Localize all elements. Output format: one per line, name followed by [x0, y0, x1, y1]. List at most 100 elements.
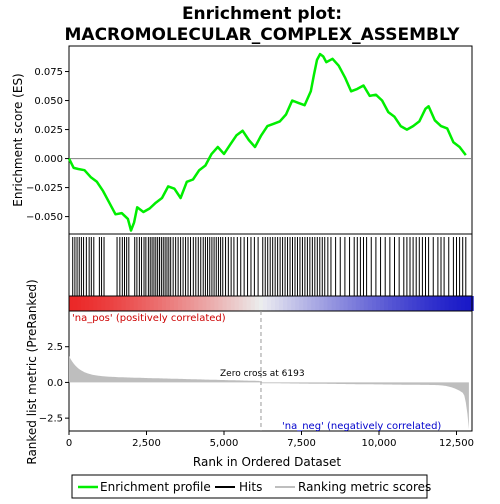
gradient-cell	[416, 296, 422, 311]
gradient-cell	[456, 296, 462, 311]
gradient-cell	[105, 296, 111, 311]
neg-correlated-label: 'na_neg' (negatively correlated)	[282, 421, 441, 432]
gradient-cell	[137, 296, 143, 311]
gradient-cell	[303, 296, 309, 311]
gradient-cell	[275, 296, 280, 311]
gradient-cell	[464, 296, 470, 311]
gradient-cell	[85, 296, 90, 311]
chart-title-line2: MACROMOLECULAR_COMPLEX_ASSEMBLY	[65, 25, 461, 45]
gradient-cell	[121, 296, 127, 311]
gradient-cell	[133, 296, 139, 311]
gradient-cell	[327, 296, 333, 311]
gradient-cell	[170, 296, 175, 311]
gradient-cell	[178, 296, 183, 311]
gradient-cell	[266, 296, 272, 311]
x-tick-label: 12,500	[439, 438, 474, 449]
chart-title-line1: Enrichment plot:	[182, 4, 342, 24]
gradient-cell	[113, 296, 119, 311]
gradient-cell	[153, 296, 159, 311]
gradient-cell	[295, 296, 300, 311]
gradient-cell	[376, 296, 381, 311]
gradient-cell	[283, 296, 288, 311]
gradient-cell	[363, 296, 369, 311]
metric-tick-label: −2.5	[39, 414, 63, 425]
x-tick-label: 10,000	[362, 438, 397, 449]
gradient-cell	[149, 296, 155, 311]
gradient-cell	[355, 296, 361, 311]
gradient-cell	[339, 296, 345, 311]
x-tick-label: 2,500	[132, 438, 161, 449]
gradient-cell	[367, 296, 373, 311]
gradient-cell	[359, 296, 365, 311]
gradient-cell	[396, 296, 401, 311]
gradient-cell	[420, 296, 426, 311]
gradient-cell	[271, 296, 276, 311]
gradient-cell	[404, 296, 410, 311]
gradient-cell	[436, 296, 442, 311]
gradient-cell	[161, 296, 167, 311]
x-tick-label: 5,000	[210, 438, 239, 449]
enrichment-profile-line	[67, 52, 467, 232]
x-axis: 0 2,500 5,000 7,500 10,000 12,500	[66, 431, 474, 449]
gradient-cell	[380, 296, 385, 311]
gradient-cell	[246, 296, 252, 311]
gradient-cell	[89, 296, 94, 311]
gradient-cell	[299, 296, 304, 311]
gradient-cell	[408, 296, 414, 311]
gradient-cell	[77, 296, 82, 311]
x-tick-label: 7,500	[287, 438, 316, 449]
gradient-cell	[412, 296, 418, 311]
gradient-cell	[81, 296, 86, 311]
es-tick-label: 0.025	[34, 125, 63, 136]
gradient-cell	[388, 296, 393, 311]
gradient-cell	[392, 296, 397, 311]
gradient-cell	[460, 296, 466, 311]
hit-marks	[72, 237, 467, 296]
gradient-cell	[157, 296, 163, 311]
gradient-cell	[101, 296, 107, 311]
rank-gradient-bar	[69, 296, 474, 311]
gradient-cell	[254, 296, 260, 311]
gradient-cell	[202, 296, 208, 311]
gradient-cell	[210, 296, 216, 311]
gradient-cell	[331, 296, 337, 311]
gradient-cell	[222, 296, 228, 311]
es-tick-label: 0.050	[34, 96, 63, 107]
gradient-cell	[198, 296, 204, 311]
metric-y-axis-label: Ranked list metric (PreRanked)	[25, 279, 39, 464]
gradient-cell	[93, 296, 98, 311]
gradient-cell	[452, 296, 458, 311]
legend-metric-label: Ranking metric scores	[298, 480, 431, 494]
gradient-cell	[440, 296, 446, 311]
gradient-cell	[323, 296, 329, 311]
gradient-cell	[311, 296, 317, 311]
gradient-cell	[279, 296, 284, 311]
gradient-cell	[214, 296, 220, 311]
gradient-cell	[117, 296, 123, 311]
x-tick-label: 0	[66, 438, 72, 449]
gradient-cell	[428, 296, 434, 311]
gradient-cell	[73, 296, 78, 311]
gradient-cell	[194, 296, 199, 311]
gradient-cell	[432, 296, 438, 311]
gradient-cell	[230, 296, 236, 311]
gradient-cell	[206, 296, 212, 311]
gradient-cell	[141, 296, 147, 311]
gradient-cell	[351, 296, 357, 311]
legend-profile-label: Enrichment profile	[100, 480, 211, 494]
gradient-cell	[97, 296, 103, 311]
gradient-cell	[343, 296, 349, 311]
es-tick-label: −0.025	[26, 183, 63, 194]
gradient-cell	[226, 296, 232, 311]
metric-tick-label: 0.0	[47, 378, 63, 389]
gradient-cell	[384, 296, 389, 311]
metric-tick-label: 2.5	[47, 342, 63, 353]
metric-panel-frame	[68, 310, 473, 432]
gradient-cell	[69, 296, 74, 311]
gradient-cell	[242, 296, 248, 311]
gradient-cell	[262, 296, 268, 311]
gradient-cell	[129, 296, 135, 311]
gradient-cell	[182, 296, 187, 311]
gradient-cell	[287, 296, 292, 311]
